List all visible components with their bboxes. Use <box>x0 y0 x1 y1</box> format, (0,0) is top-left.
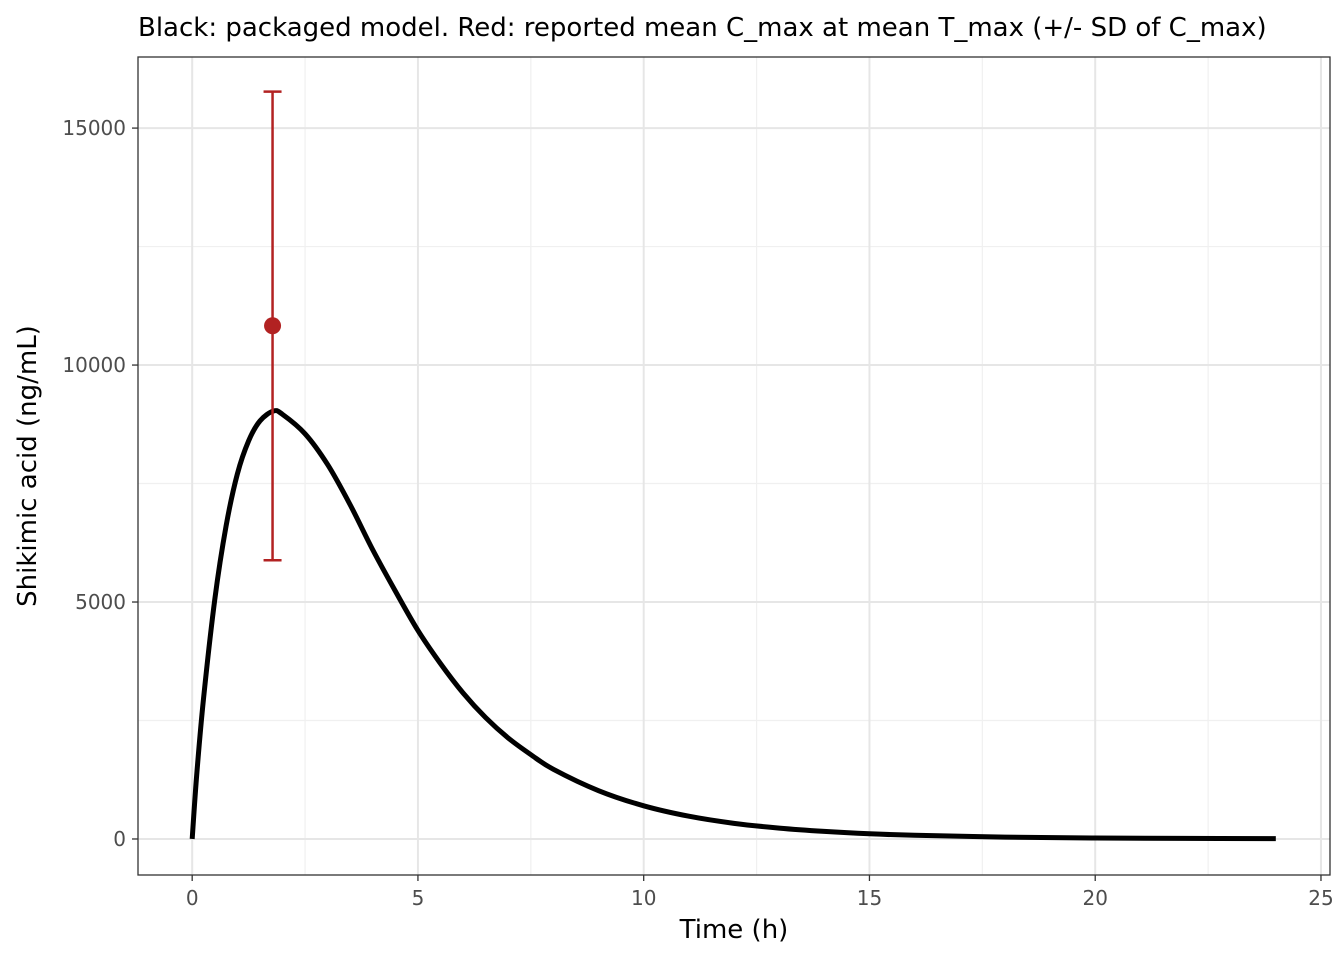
y-tick-label: 0 <box>113 827 126 851</box>
y-axis: 0 5000 10000 15000 <box>62 116 138 851</box>
x-tick-label: 0 <box>186 886 199 910</box>
chart-title: Black: packaged model. Red: reported mea… <box>138 13 1267 43</box>
reported-cmax-point <box>264 317 282 335</box>
y-tick-label: 5000 <box>75 590 126 614</box>
reported-point-layer <box>263 90 282 562</box>
y-tick-label: 10000 <box>62 353 126 377</box>
panel-border <box>137 56 1331 876</box>
y-tick-label: 15000 <box>62 116 126 140</box>
x-axis: 0 5 10 15 20 25 <box>186 875 1334 910</box>
x-tick-label: 25 <box>1308 886 1333 910</box>
y-axis-title: Shikimic acid (ng/mL) <box>13 325 43 607</box>
x-tick-label: 20 <box>1082 886 1107 910</box>
series-line-packaged-model <box>189 408 1276 842</box>
x-axis-title: Time (h) <box>679 915 789 945</box>
x-tick-label: 5 <box>412 886 425 910</box>
series-layer <box>189 408 1276 842</box>
x-tick-label: 15 <box>857 886 882 910</box>
x-tick-label: 10 <box>631 886 656 910</box>
